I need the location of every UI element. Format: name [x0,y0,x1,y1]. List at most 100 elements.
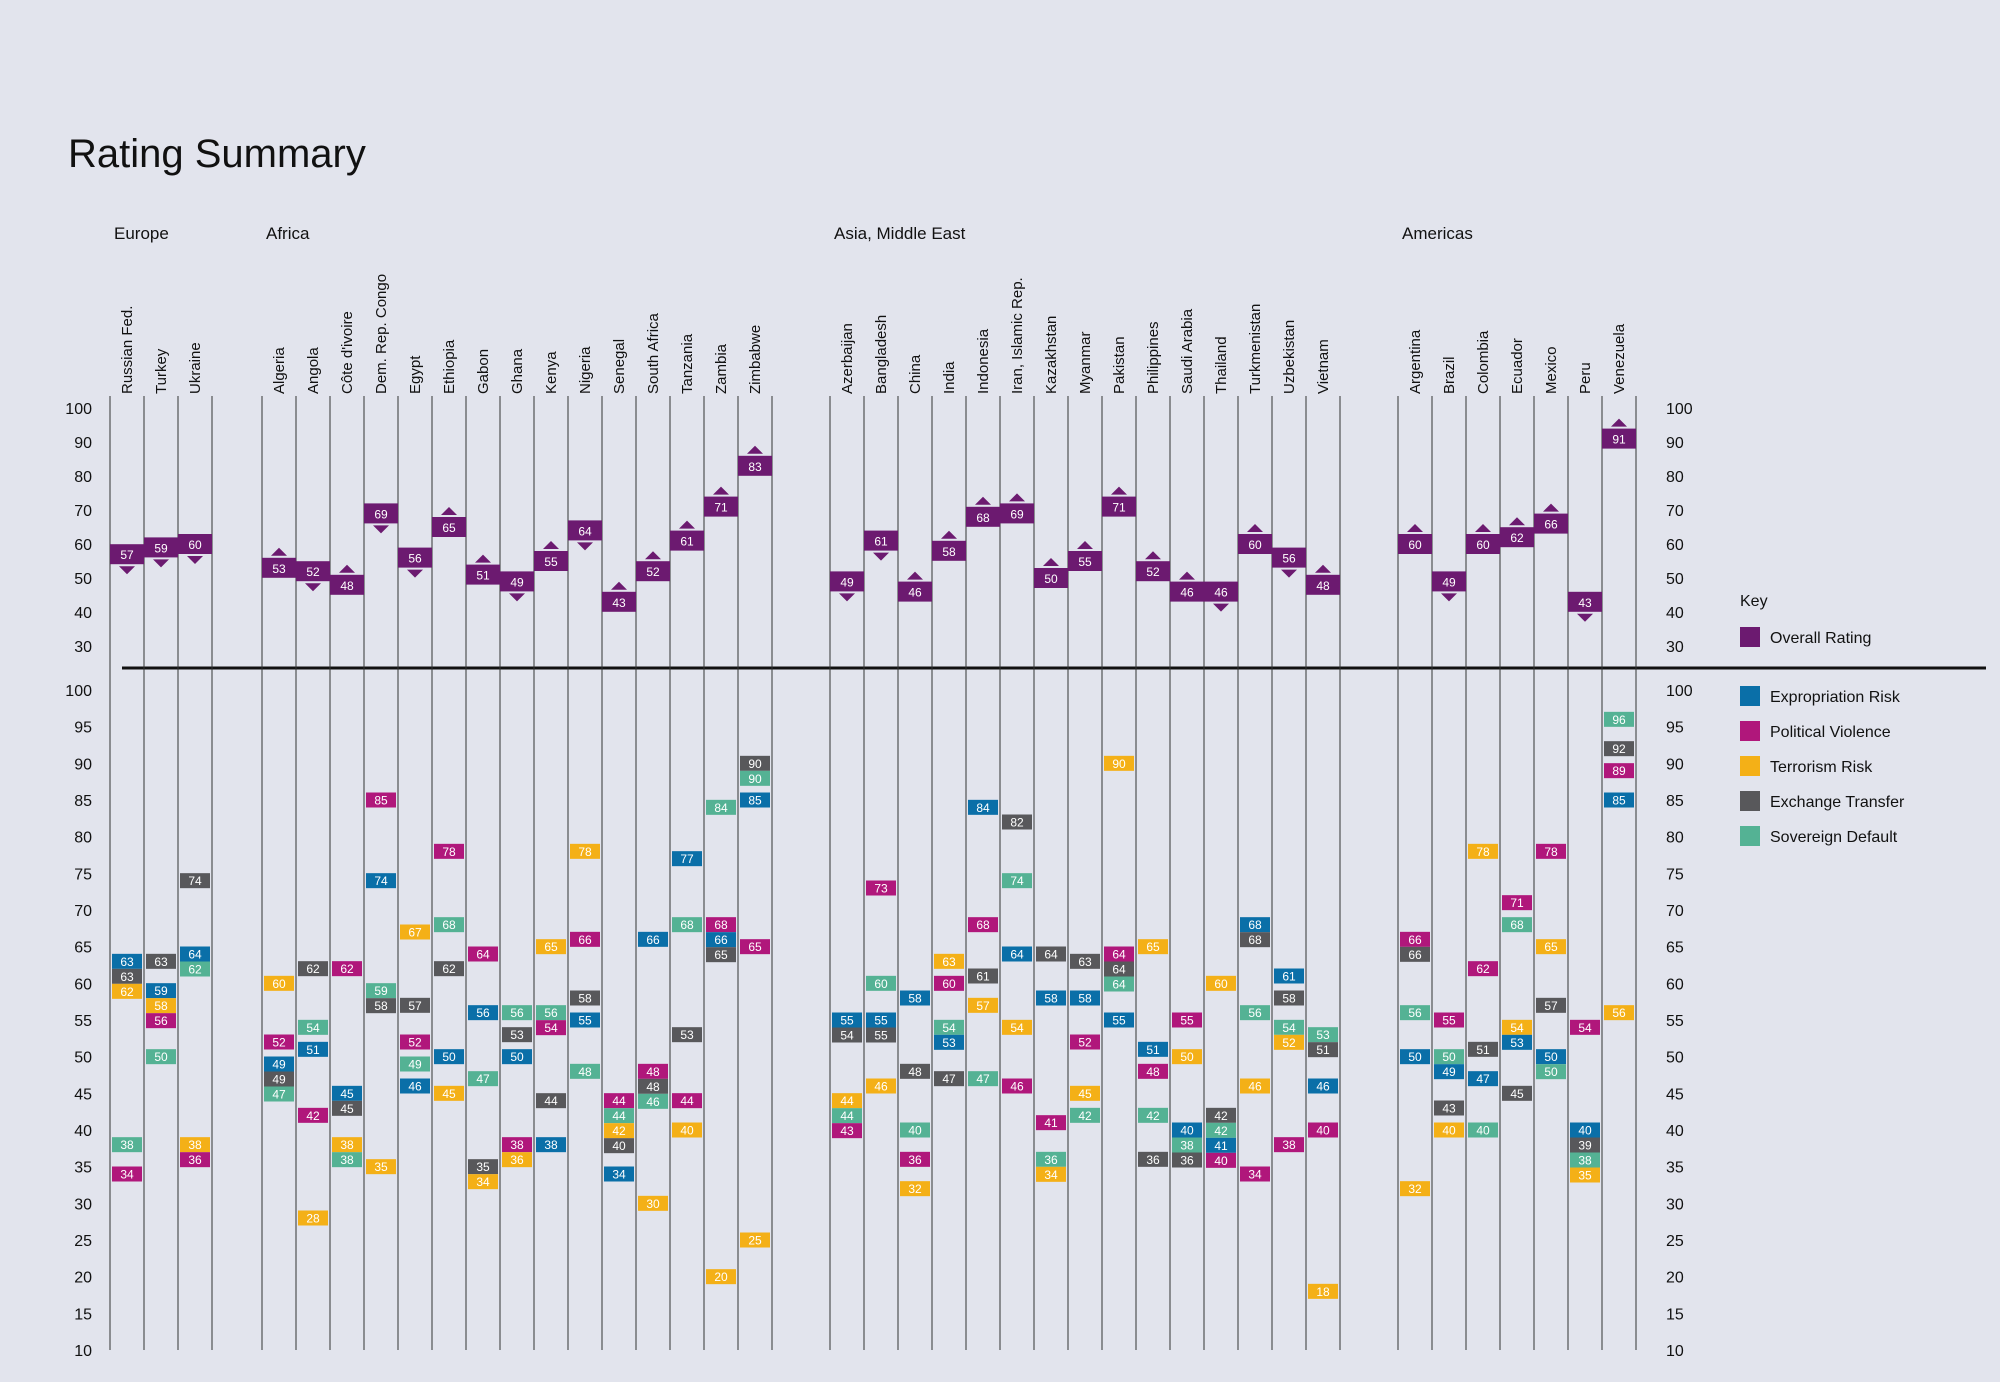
trend-down-arrow [187,556,203,564]
exchange-risk-label: 51 [1476,1043,1490,1057]
sovereign-risk-label: 59 [374,984,388,998]
lower-tick-label-left: 65 [74,940,92,957]
sovereign-risk-mark [536,1005,566,1021]
sovereign-risk-label: 40 [908,1124,922,1138]
overall-rating-label: 57 [120,548,134,562]
terrorism-risk-label: 54 [1010,1021,1024,1035]
country-label: Indonesia [975,328,992,394]
expropriation-risk-mark [570,1012,600,1028]
lower-tick-label-right: 100 [1666,683,1693,700]
political-risk-mark [968,917,998,933]
overall-rating-mark [178,534,212,554]
country-label: Gabon [475,349,492,394]
exchange-risk-label: 66 [1408,948,1422,962]
overall-rating-mark [1102,496,1136,517]
legend-swatch-overall [1740,627,1760,647]
expropriation-risk-label: 63 [120,955,134,969]
overall-rating-mark [1068,551,1102,571]
political-risk-mark [1274,1137,1304,1153]
exchange-risk-mark [1104,961,1134,977]
expropriation-risk-mark [1434,1064,1464,1080]
terrorism-risk-mark [264,975,294,991]
expropriation-risk-mark [366,873,396,889]
trend-up-arrow [941,530,957,539]
upper-tick-label-right: 70 [1666,503,1684,520]
political-risk-label: 85 [374,794,388,808]
upper-tick-label-right: 90 [1666,435,1684,452]
overall-rating-mark [432,517,466,537]
overall-rating-label: 56 [1282,552,1296,566]
terrorism-risk-label: 62 [120,985,134,999]
exchange-risk-label: 39 [1578,1139,1592,1153]
sovereign-risk-label: 56 [510,1006,524,1020]
expropriation-risk-label: 74 [374,874,388,888]
exchange-risk-label: 48 [908,1065,922,1079]
political-risk-mark [1070,1034,1100,1050]
overall-rating-label: 52 [646,565,660,579]
political-risk-label: 36 [908,1153,922,1167]
political-risk-mark [180,1152,210,1168]
country-label: Azerbaijan [839,323,856,394]
expropriation-risk-label: 49 [1442,1065,1456,1079]
country-label: Philippines [1145,321,1162,394]
lower-tick-label-left: 30 [74,1196,92,1213]
key-title: Key [1740,593,1768,610]
political-risk-label: 44 [612,1094,626,1108]
country-label: South Africa [645,312,662,394]
political-risk-mark [502,1137,532,1153]
sovereign-risk-mark [1036,1151,1066,1167]
expropriation-risk-mark [1604,792,1634,808]
exchange-risk-label: 40 [612,1139,626,1153]
country-label: Egypt [407,355,424,394]
overall-rating-mark [1398,534,1432,554]
country-label: Ukraine [187,342,204,394]
lower-tick-label-left: 20 [74,1270,92,1287]
terrorism-risk-mark [536,939,566,955]
overall-rating-label: 61 [680,535,694,549]
terrorism-risk-mark [434,1085,464,1101]
trend-up-arrow [1611,418,1627,427]
legend-label-terrorism: Terrorism Risk [1770,759,1873,776]
terrorism-risk-label: 78 [578,845,592,859]
upper-tick-label-left: 80 [74,469,92,486]
country-label: China [907,354,924,394]
overall-rating-label: 62 [1510,531,1524,545]
exchange-risk-mark [1172,1152,1202,1168]
trend-up-arrow [645,551,661,560]
lower-tick-label-left: 10 [74,1343,92,1360]
overall-rating-label: 52 [1146,565,1160,579]
sovereign-risk-mark [1172,1137,1202,1153]
exchange-risk-mark [112,968,142,984]
sovereign-risk-label: 48 [578,1065,592,1079]
expropriation-risk-label: 66 [714,933,728,947]
political-risk-mark [298,1107,328,1123]
expropriation-risk-mark [264,1056,294,1072]
overall-rating-mark [636,561,670,582]
terrorism-risk-label: 30 [646,1197,660,1211]
expropriation-risk-label: 55 [840,1014,854,1028]
expropriation-risk-label: 85 [748,794,762,808]
political-risk-mark [604,1093,634,1109]
sovereign-risk-label: 56 [544,1006,558,1020]
sovereign-risk-label: 42 [1146,1109,1160,1123]
expropriation-risk-label: 55 [1112,1014,1126,1028]
country-label: Angola [305,347,322,394]
legend-swatch-exchange [1740,791,1760,811]
exchange-risk-mark [706,947,736,963]
political-risk-label: 66 [1408,933,1422,947]
country-label: Ghana [509,348,526,394]
country-label: Turkmenistan [1247,304,1264,394]
political-risk-mark [112,1166,142,1182]
overall-rating-label: 66 [1544,518,1558,532]
overall-rating-label: 56 [408,552,422,566]
overall-rating-label: 43 [612,596,626,610]
lower-tick-label-right: 85 [1666,793,1684,810]
exchange-risk-label: 45 [1510,1087,1524,1101]
terrorism-risk-mark [1240,1078,1270,1094]
expropriation-risk-label: 34 [612,1168,626,1182]
country-label: Turkey [153,348,170,394]
trend-up-arrow [713,486,729,495]
overall-rating-label: 60 [1248,538,1262,552]
sovereign-risk-label: 53 [1316,1028,1330,1042]
